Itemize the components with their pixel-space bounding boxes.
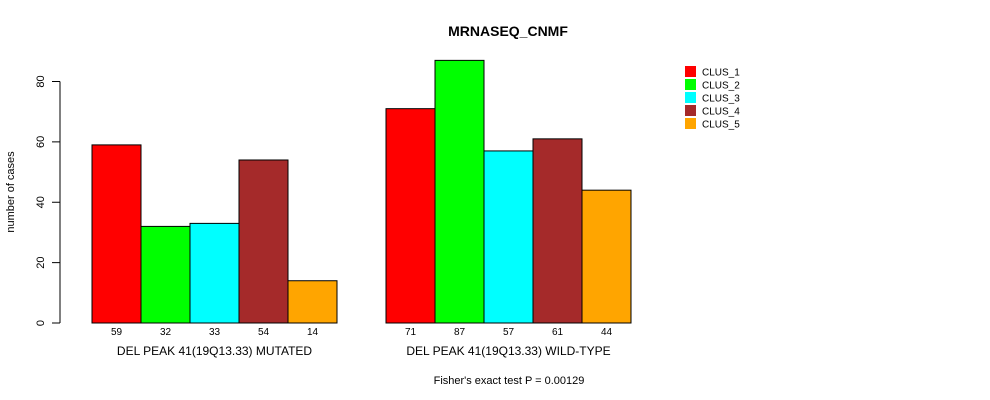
- legend: CLUS_1 CLUS_2 CLUS_3 CLUS_4 CLUS_5: [685, 66, 740, 131]
- bar-value-label: 14: [307, 327, 319, 338]
- legend-swatch: [685, 118, 696, 129]
- legend-label: CLUS_2: [702, 81, 740, 92]
- legend-label: CLUS_4: [702, 107, 740, 118]
- bar-clus-5-group-1: [287, 280, 338, 324]
- y-tick-label: 40: [35, 196, 47, 208]
- bar-value-label: 71: [405, 327, 417, 338]
- bar-clus-4-group-2: [532, 138, 583, 324]
- bar-value-label: 54: [258, 327, 270, 338]
- bar-clus-3-group-1: [189, 222, 240, 324]
- bar-value-labels: 59 32 33 54 14 71 87 57 61 44: [111, 327, 613, 338]
- bar-value-label: 61: [552, 327, 564, 338]
- legend-label: CLUS_5: [702, 120, 740, 131]
- group-label: DEL PEAK 41(19Q13.33) MUTATED: [117, 344, 313, 358]
- bar-clus-2-group-1: [140, 225, 191, 324]
- bars: [91, 59, 632, 324]
- y-tick-label: 80: [35, 75, 47, 87]
- bar-value-label: 32: [160, 327, 172, 338]
- legend-label: CLUS_1: [702, 68, 740, 79]
- legend-label: CLUS_3: [702, 94, 740, 105]
- bar-clus-1-group-1: [91, 144, 142, 324]
- y-tick-label: 60: [35, 136, 47, 148]
- bar-clus-3-group-2: [483, 150, 534, 324]
- group-label: DEL PEAK 41(19Q13.33) WILD-TYPE: [406, 344, 610, 358]
- bar-clus-1-group-2: [385, 108, 436, 324]
- y-axis-label: number of cases: [5, 151, 17, 233]
- legend-swatch: [685, 66, 696, 77]
- bar-clus-2-group-2: [434, 59, 485, 324]
- chart-title: MRNASEQ_CNMF: [448, 23, 568, 39]
- legend-swatch: [685, 105, 696, 116]
- y-tick-label: 20: [35, 257, 47, 269]
- group-labels: DEL PEAK 41(19Q13.33) MUTATED DEL PEAK 41…: [117, 344, 611, 358]
- bar-value-label: 33: [209, 327, 221, 338]
- bar-value-label: 87: [454, 327, 466, 338]
- bar-clus-4-group-1: [238, 159, 289, 324]
- bar-value-label: 57: [503, 327, 515, 338]
- bar-value-label: 59: [111, 327, 123, 338]
- bar-value-label: 44: [601, 327, 613, 338]
- bar-clus-5-group-2: [581, 189, 632, 324]
- legend-swatch: [685, 92, 696, 103]
- y-tick-label: 0: [35, 320, 47, 326]
- legend-swatch: [685, 79, 696, 90]
- fisher-test-footnote: Fisher's exact test P = 0.00129: [434, 375, 585, 387]
- y-axis: 0 20 40 60 80: [35, 75, 61, 326]
